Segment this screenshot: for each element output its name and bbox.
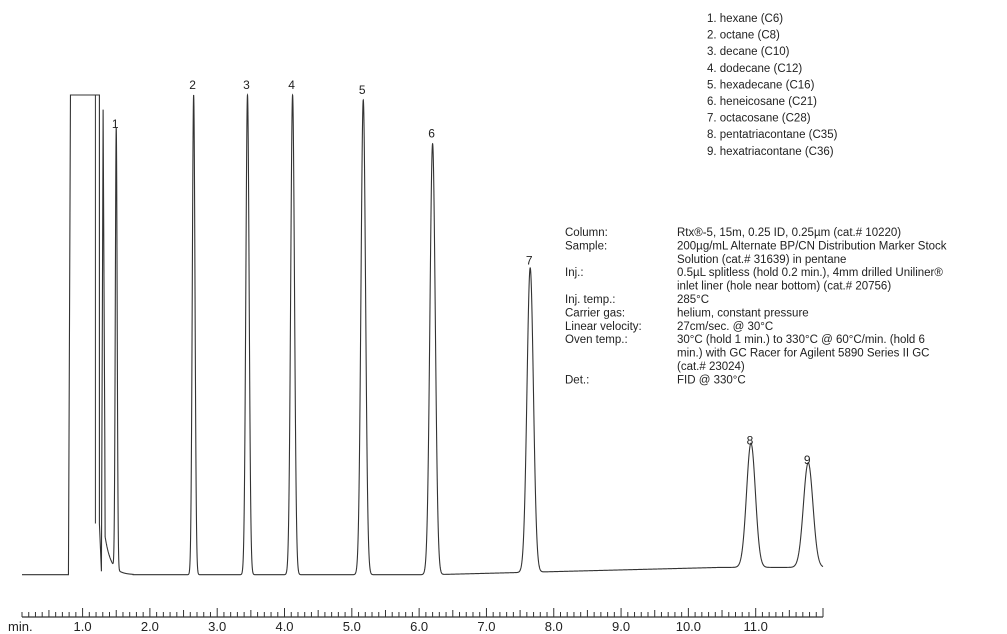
condition-value: helium, constant pressure — [677, 307, 809, 319]
peak-labels: 1 2 3 4 5 6 7 8 9 — [112, 78, 811, 467]
condition-value: 30°C (hold 1 min.) to 330°C @ 60°C/min. … — [677, 334, 925, 346]
peak-label-2: 2 — [189, 78, 196, 92]
condition-value: 0.5µL splitless (hold 0.2 min.), 4mm dri… — [677, 267, 943, 279]
condition-value: Rtx®-5, 15m, 0.25 ID, 0.25µm (cat.# 1022… — [677, 227, 901, 239]
x-tick-label: 8.0 — [545, 619, 563, 634]
x-tick-label: 9.0 — [612, 619, 630, 634]
peak-label-9: 9 — [804, 453, 811, 467]
condition-key: Inj.: — [565, 267, 584, 279]
peak-label-4: 4 — [288, 78, 295, 92]
x-tick-label: 2.0 — [141, 619, 159, 634]
legend: 1. hexane (C6) 2. octane (C8) 3. decane (C… — [707, 13, 838, 158]
x-tick-label: 5.0 — [343, 619, 361, 634]
x-axis-unit-label: min. — [8, 619, 33, 634]
peak-label-5: 5 — [359, 83, 366, 97]
x-ticks — [21, 608, 824, 617]
peak-label-8: 8 — [747, 434, 754, 448]
condition-value: (cat.# 23024) — [677, 361, 745, 373]
legend-item: 3. decane (C10) — [707, 46, 790, 58]
condition-value: FID @ 330°C — [677, 374, 746, 386]
peak-label-3: 3 — [243, 78, 250, 92]
x-tick-label: 10.0 — [676, 619, 701, 634]
condition-value: min.) with GC Racer for Agilent 5890 Ser… — [677, 348, 929, 360]
legend-item: 5. hexadecane (C16) — [707, 79, 815, 91]
legend-item: 2. octane (C8) — [707, 30, 780, 42]
condition-key: Carrier gas: — [565, 307, 625, 319]
peak-label-1: 1 — [112, 117, 119, 131]
condition-key: Inj. temp.: — [565, 294, 616, 306]
x-tick-label: 11.0 — [744, 619, 768, 634]
x-tick-label: 1.0 — [74, 619, 92, 634]
legend-item: 7. octacosane (C28) — [707, 113, 811, 125]
peak-label-6: 6 — [428, 127, 435, 141]
condition-value: Solution (cat.# 31639) in pentane — [677, 254, 846, 266]
x-tick-label: 6.0 — [410, 619, 428, 634]
x-tick-label: 4.0 — [275, 619, 293, 634]
legend-item: 6. heneicosane (C21) — [707, 96, 817, 108]
condition-key: Column: — [565, 227, 608, 239]
x-tick-labels: 1.0 2.0 3.0 4.0 5.0 6.0 7.0 8.0 9.0 10.0 11.0 — [74, 619, 768, 634]
legend-item: 4. dodecane (C12) — [707, 63, 802, 75]
x-tick-label: 7.0 — [477, 619, 495, 634]
legend-item: 9. hexatriacontane (C36) — [707, 146, 834, 158]
conditions-table: Column: Rtx®-5, 15m, 0.25 ID, 0.25µm (cat… — [565, 227, 947, 386]
x-axis: 1.0 2.0 3.0 4.0 5.0 6.0 7.0 8.0 9.0 10.0 11.0 min. — [8, 608, 824, 634]
chromatogram-trace — [22, 93, 824, 576]
condition-value: 285°C — [677, 294, 709, 306]
condition-key: Sample: — [565, 240, 607, 252]
legend-item: 8. pentatriacontane (C35) — [707, 129, 838, 141]
legend-item: 1. hexane (C6) — [707, 13, 783, 25]
peak-label-7: 7 — [526, 253, 533, 267]
x-tick-label: 3.0 — [208, 619, 226, 634]
condition-value: 200µg/mL Alternate BP/CN Distribution Ma… — [677, 240, 947, 252]
condition-key: Det.: — [565, 374, 589, 386]
condition-value: inlet liner (hole near bottom) (cat.# 20… — [677, 281, 891, 293]
condition-key: Oven temp.: — [565, 334, 628, 346]
condition-value: 27cm/sec. @ 30°C — [677, 321, 773, 333]
condition-key: Linear velocity: — [565, 321, 642, 333]
